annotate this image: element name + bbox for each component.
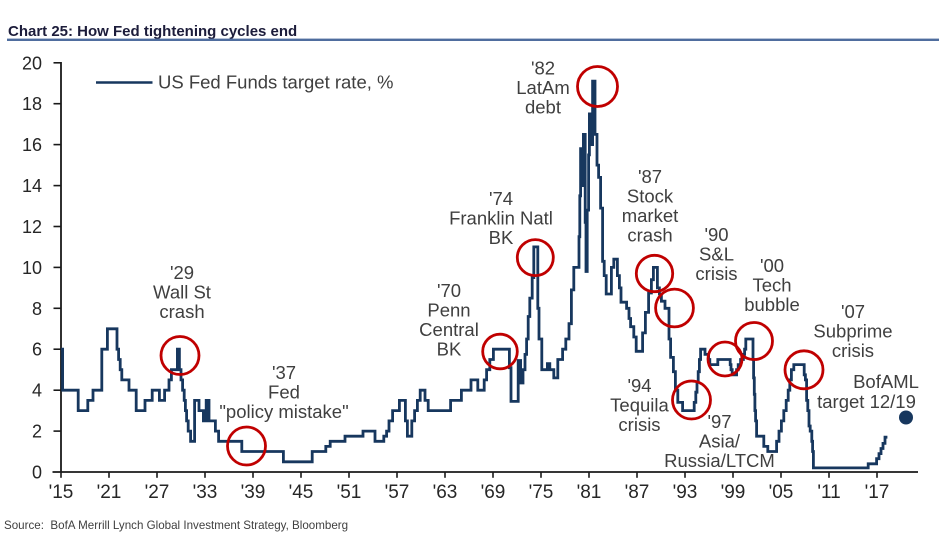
svg-text:Chart 25: How Fed tightening c: Chart 25: How Fed tightening cycles end bbox=[8, 23, 297, 40]
svg-text:18: 18 bbox=[22, 94, 42, 114]
svg-text:'27: '27 bbox=[145, 482, 170, 503]
svg-text:Franklin Natl: Franklin Natl bbox=[449, 208, 553, 229]
svg-text:'99: '99 bbox=[721, 482, 746, 503]
svg-text:Central: Central bbox=[419, 319, 479, 340]
svg-text:14: 14 bbox=[22, 176, 42, 196]
svg-text:crisis: crisis bbox=[832, 340, 874, 361]
svg-text:'00: '00 bbox=[760, 255, 784, 276]
svg-text:'33: '33 bbox=[193, 482, 218, 503]
svg-text:LatAm: LatAm bbox=[516, 77, 569, 98]
svg-text:'94: '94 bbox=[627, 375, 651, 396]
svg-text:crash: crash bbox=[159, 301, 204, 322]
svg-text:'05: '05 bbox=[769, 482, 794, 503]
svg-text:Stock: Stock bbox=[627, 186, 674, 207]
svg-text:16: 16 bbox=[22, 135, 42, 155]
svg-text:'45: '45 bbox=[289, 482, 314, 503]
svg-text:crisis: crisis bbox=[618, 414, 660, 435]
svg-text:'82: '82 bbox=[531, 58, 555, 79]
svg-text:Tequila: Tequila bbox=[610, 395, 669, 416]
svg-text:"policy mistake": "policy mistake" bbox=[219, 401, 348, 422]
svg-text:'97: '97 bbox=[707, 411, 731, 432]
svg-text:12: 12 bbox=[22, 217, 42, 237]
svg-text:'21: '21 bbox=[97, 482, 122, 503]
svg-text:'17: '17 bbox=[865, 482, 890, 503]
svg-text:8: 8 bbox=[32, 299, 42, 319]
svg-text:'69: '69 bbox=[481, 482, 506, 503]
svg-text:US Fed Funds target rate, %: US Fed Funds target rate, % bbox=[158, 72, 393, 93]
svg-text:'90: '90 bbox=[704, 224, 728, 245]
svg-text:Russia/LTCM: Russia/LTCM bbox=[664, 450, 775, 471]
svg-text:'29: '29 bbox=[170, 262, 194, 283]
svg-text:BK: BK bbox=[489, 227, 514, 248]
svg-text:'87: '87 bbox=[625, 482, 650, 503]
svg-text:Fed: Fed bbox=[268, 382, 300, 403]
svg-text:'51: '51 bbox=[337, 482, 362, 503]
svg-text:'07: '07 bbox=[841, 301, 865, 322]
svg-text:'37: '37 bbox=[272, 362, 296, 383]
svg-text:'70: '70 bbox=[437, 280, 461, 301]
svg-text:S&L: S&L bbox=[699, 244, 734, 265]
svg-text:'93: '93 bbox=[673, 482, 698, 503]
svg-text:market: market bbox=[622, 205, 679, 226]
svg-text:'74: '74 bbox=[489, 188, 513, 209]
svg-text:4: 4 bbox=[32, 381, 42, 401]
svg-text:BK: BK bbox=[437, 339, 462, 360]
svg-text:Subprime: Subprime bbox=[813, 321, 892, 342]
svg-text:target 12/19: target 12/19 bbox=[817, 391, 916, 412]
svg-text:Source: BofA Merrill Lynch Gl: Source: BofA Merrill Lynch Global Invest… bbox=[4, 519, 348, 532]
svg-text:20: 20 bbox=[22, 53, 42, 73]
svg-text:'63: '63 bbox=[433, 482, 458, 503]
svg-text:'87: '87 bbox=[638, 166, 662, 187]
svg-text:Penn: Penn bbox=[427, 300, 470, 321]
svg-text:2: 2 bbox=[32, 422, 42, 442]
svg-text:BofAML: BofAML bbox=[853, 371, 919, 392]
svg-text:10: 10 bbox=[22, 258, 42, 278]
svg-text:'81: '81 bbox=[577, 482, 602, 503]
svg-text:debt: debt bbox=[525, 97, 561, 118]
svg-text:0: 0 bbox=[32, 463, 42, 483]
svg-text:bubble: bubble bbox=[744, 294, 800, 315]
svg-text:Wall St: Wall St bbox=[153, 282, 211, 303]
svg-text:crash: crash bbox=[627, 225, 672, 246]
svg-text:'57: '57 bbox=[385, 482, 410, 503]
svg-text:'15: '15 bbox=[49, 482, 74, 503]
svg-text:crisis: crisis bbox=[695, 263, 737, 284]
svg-text:Asia/: Asia/ bbox=[699, 431, 741, 452]
svg-text:'75: '75 bbox=[529, 482, 554, 503]
svg-text:'39: '39 bbox=[241, 482, 266, 503]
svg-text:6: 6 bbox=[32, 340, 42, 360]
svg-text:Tech: Tech bbox=[752, 275, 791, 296]
svg-text:'11: '11 bbox=[817, 482, 840, 503]
